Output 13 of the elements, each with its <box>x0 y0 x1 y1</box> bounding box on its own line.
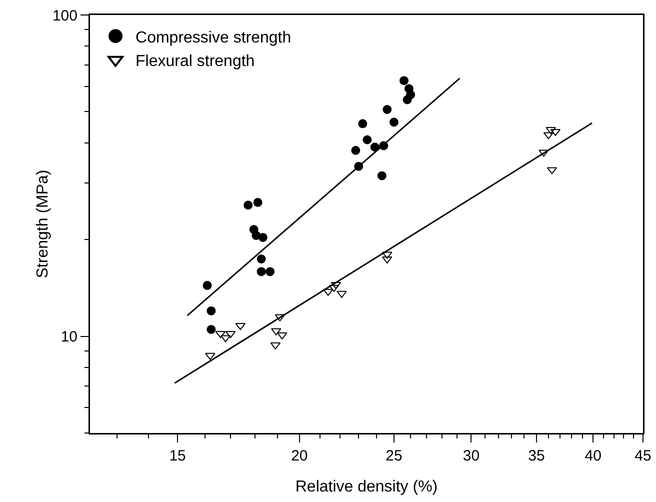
x-tick-label: 20 <box>291 448 308 464</box>
y-tick-label: 10 <box>60 328 78 346</box>
x-tick-label: 35 <box>528 448 545 464</box>
x-tick-label: 15 <box>169 448 186 464</box>
x-tick-label: 45 <box>634 448 652 464</box>
x-tick-label: 25 <box>386 448 402 464</box>
x-tick-label: 30 <box>462 448 480 464</box>
legend-label: Compressive strength <box>136 29 292 46</box>
y-tick-label: 100 <box>52 7 78 24</box>
legend-label: Flexural strength <box>136 53 255 70</box>
x-tick-label: 40 <box>584 448 602 464</box>
x-axis-title: Relative density (%) <box>295 478 438 496</box>
y-axis-title: Strength (MPa) <box>34 170 52 278</box>
